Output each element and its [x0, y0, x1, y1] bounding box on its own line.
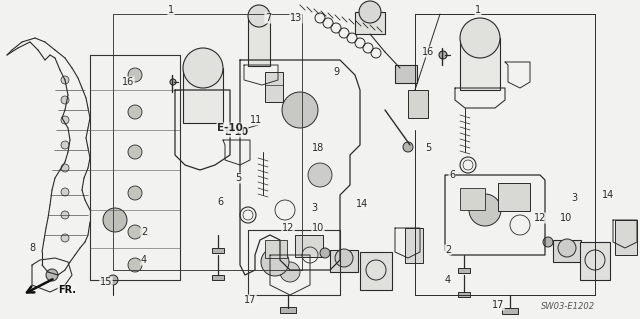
Circle shape [558, 239, 576, 257]
Text: 1: 1 [168, 5, 174, 15]
Text: SW03-E1202: SW03-E1202 [541, 302, 595, 311]
Text: 16: 16 [122, 77, 134, 87]
Bar [498, 183, 530, 211]
Circle shape [469, 194, 501, 226]
Circle shape [61, 234, 69, 242]
Circle shape [359, 1, 381, 23]
Text: 14: 14 [356, 199, 368, 209]
Bar [553, 240, 581, 262]
Text: 14: 14 [602, 190, 614, 200]
Text: 12: 12 [282, 223, 294, 233]
Bar [408, 90, 428, 118]
Circle shape [248, 5, 270, 27]
Text: 6: 6 [217, 197, 223, 207]
Text: 8: 8 [29, 243, 35, 253]
Circle shape [61, 211, 69, 219]
Circle shape [128, 186, 142, 200]
Bar [183, 68, 223, 123]
Circle shape [128, 258, 142, 272]
Circle shape [183, 48, 223, 88]
Circle shape [280, 262, 300, 282]
Circle shape [128, 225, 142, 239]
Text: FR.: FR. [58, 285, 76, 295]
Circle shape [108, 275, 118, 285]
Circle shape [460, 18, 500, 58]
Bar [212, 248, 224, 253]
Text: 2: 2 [445, 245, 451, 255]
Text: 1: 1 [475, 5, 481, 15]
Circle shape [308, 163, 332, 187]
Circle shape [403, 142, 413, 152]
Circle shape [128, 145, 142, 159]
Circle shape [320, 248, 330, 258]
Circle shape [170, 79, 176, 85]
Text: 18: 18 [312, 143, 324, 153]
Circle shape [103, 208, 127, 232]
Text: 9: 9 [333, 67, 339, 77]
Text: 4: 4 [141, 255, 147, 265]
Bar [502, 308, 518, 314]
Circle shape [282, 92, 318, 128]
Text: 2: 2 [141, 227, 147, 237]
Text: 11: 11 [250, 115, 262, 125]
Text: 3: 3 [311, 203, 317, 213]
Circle shape [61, 141, 69, 149]
Circle shape [61, 96, 69, 104]
Text: 12: 12 [534, 213, 546, 223]
Text: 13: 13 [290, 13, 302, 23]
Bar [360, 252, 392, 290]
Circle shape [61, 164, 69, 172]
Text: E-10: E-10 [224, 127, 248, 137]
Text: 17: 17 [244, 295, 256, 305]
Bar [265, 240, 287, 258]
Circle shape [46, 269, 58, 281]
Circle shape [61, 116, 69, 124]
Bar [212, 275, 224, 280]
Text: 5: 5 [425, 143, 431, 153]
Bar [615, 220, 637, 255]
Bar [458, 292, 470, 297]
Bar [580, 242, 610, 280]
Text: 3: 3 [571, 193, 577, 203]
Bar [460, 38, 500, 90]
Bar [295, 235, 323, 257]
Text: 16: 16 [422, 47, 434, 57]
Circle shape [335, 249, 353, 267]
Bar [460, 188, 485, 210]
Bar [395, 65, 417, 83]
Circle shape [128, 105, 142, 119]
Text: E-10: E-10 [217, 123, 243, 133]
Text: 7: 7 [265, 13, 271, 23]
Circle shape [61, 188, 69, 196]
Bar [355, 12, 385, 34]
Bar [248, 16, 270, 66]
Bar [280, 307, 296, 313]
Bar [458, 268, 470, 273]
Text: 17: 17 [492, 300, 504, 310]
Text: 5: 5 [235, 173, 241, 183]
Text: 10: 10 [312, 223, 324, 233]
Circle shape [61, 76, 69, 84]
Text: 6: 6 [449, 170, 455, 180]
Bar [330, 250, 358, 272]
Circle shape [439, 51, 447, 59]
Circle shape [543, 237, 553, 247]
Circle shape [261, 248, 289, 276]
Text: 10: 10 [560, 213, 572, 223]
Text: 15: 15 [100, 277, 112, 287]
Circle shape [128, 68, 142, 82]
Bar [405, 228, 423, 263]
Bar [265, 72, 283, 102]
Text: 4: 4 [445, 275, 451, 285]
